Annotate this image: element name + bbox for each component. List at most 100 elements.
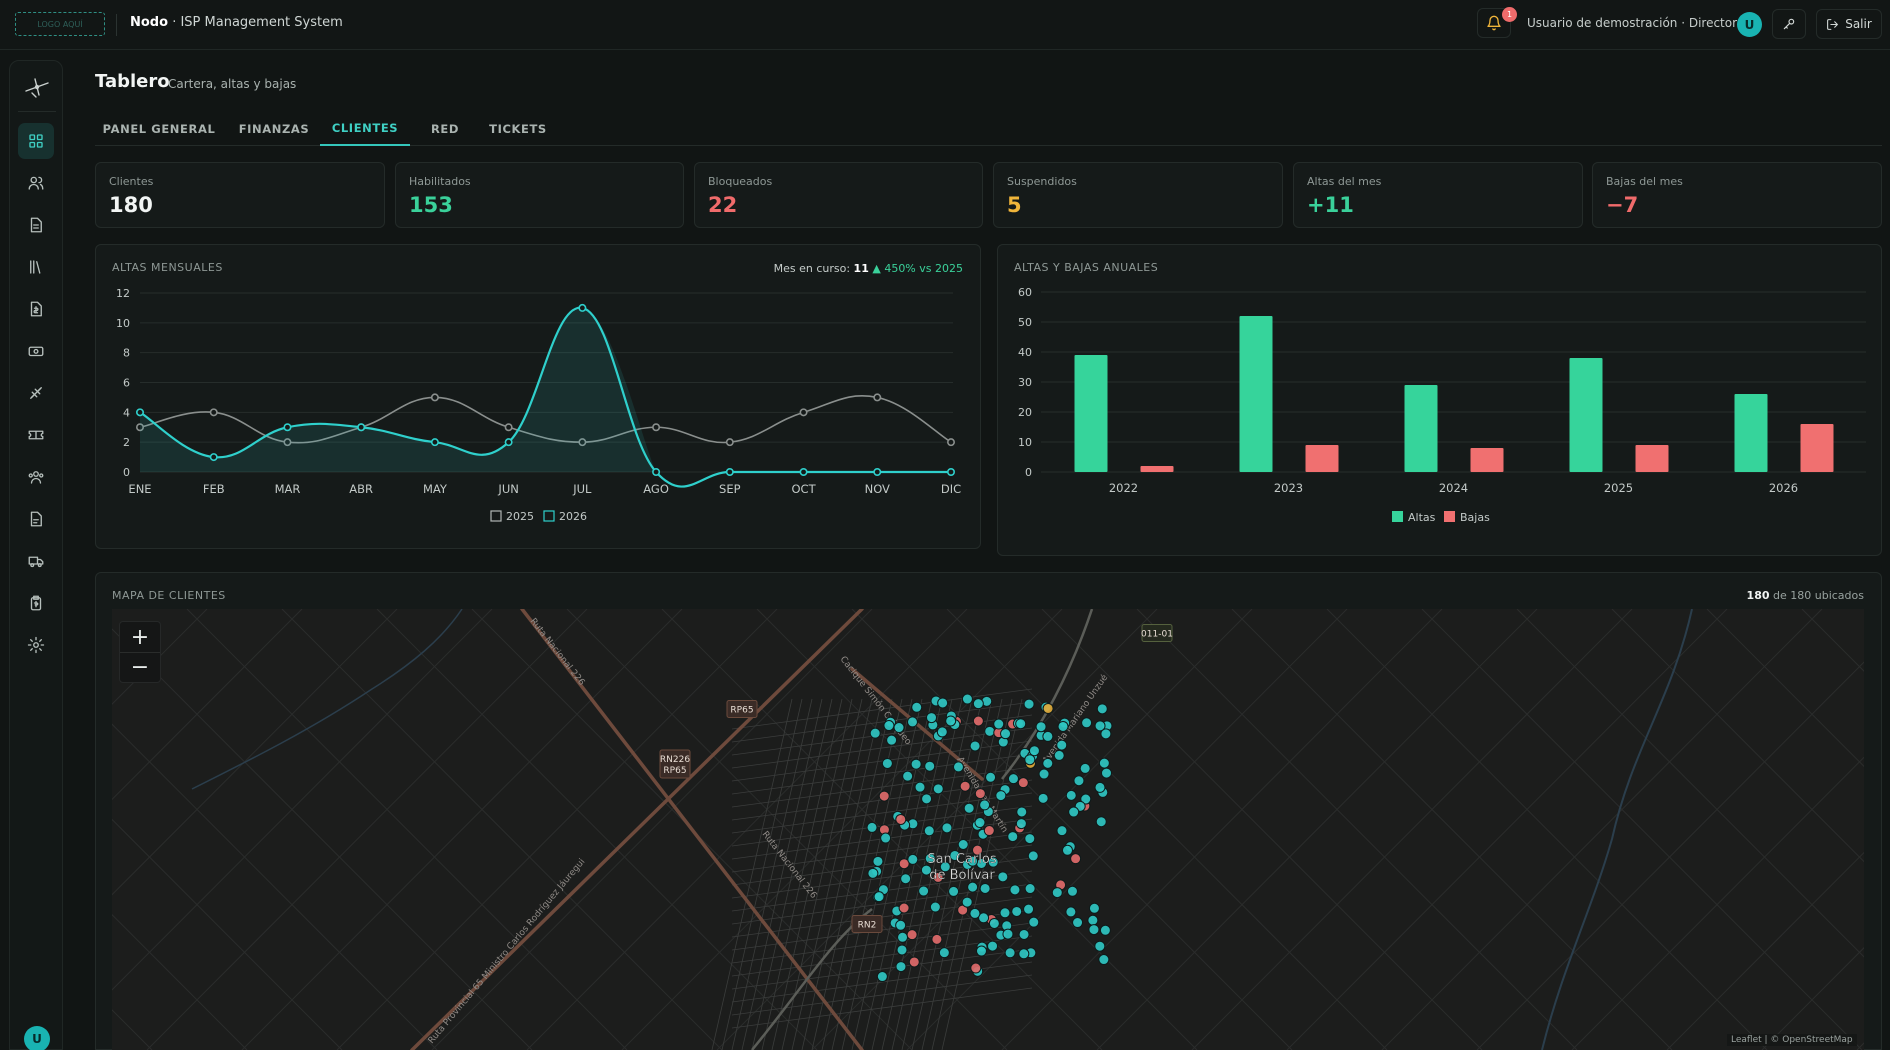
client-marker[interactable] [1007, 773, 1019, 785]
zoom-out-button[interactable]: − [120, 652, 160, 682]
client-marker[interactable] [898, 858, 910, 870]
client-marker[interactable] [869, 727, 881, 739]
client-marker[interactable] [963, 802, 975, 814]
client-marker[interactable] [907, 853, 919, 865]
client-marker[interactable] [896, 944, 908, 956]
sidebar-item-report[interactable] [18, 501, 54, 537]
client-marker[interactable] [974, 817, 986, 829]
client-marker[interactable] [984, 725, 996, 737]
tab-red[interactable]: RED [430, 122, 460, 136]
client-marker[interactable] [867, 867, 879, 879]
client-marker[interactable] [883, 720, 895, 732]
client-marker[interactable] [1023, 698, 1035, 710]
client-marker[interactable] [1023, 903, 1035, 915]
client-marker[interactable] [1057, 720, 1069, 732]
client-marker[interactable] [1009, 884, 1021, 896]
client-marker[interactable] [1087, 914, 1099, 926]
client-marker[interactable] [987, 940, 999, 952]
client-marker[interactable] [1035, 721, 1047, 733]
client-marker[interactable] [893, 722, 905, 734]
client-marker[interactable] [1002, 928, 1014, 940]
client-marker[interactable] [1080, 793, 1092, 805]
client-marker[interactable] [971, 844, 983, 856]
client-marker[interactable] [1099, 924, 1111, 936]
client-marker[interactable] [1094, 940, 1106, 952]
client-marker[interactable] [985, 771, 997, 783]
client-marker[interactable] [937, 697, 949, 709]
client-marker[interactable] [1094, 781, 1106, 793]
client-marker[interactable] [1098, 757, 1110, 769]
sidebar-item-ticket[interactable] [18, 417, 54, 453]
client-marker[interactable] [1028, 916, 1040, 928]
client-marker[interactable] [873, 891, 885, 903]
client-marker[interactable] [918, 885, 930, 897]
client-marker[interactable] [923, 825, 935, 837]
sidebar-avatar[interactable]: U [24, 1026, 50, 1050]
client-marker[interactable] [902, 770, 914, 782]
client-marker[interactable] [1098, 954, 1110, 966]
client-marker[interactable] [1065, 789, 1077, 801]
client-marker[interactable] [924, 760, 936, 772]
client-map[interactable]: Ruta Nacional 226 Ruta Nacional 226 Caciqu… [112, 609, 1864, 1050]
client-marker[interactable] [931, 933, 943, 945]
client-marker[interactable] [1073, 775, 1085, 787]
client-marker[interactable] [906, 929, 918, 941]
client-marker[interactable] [948, 885, 960, 897]
client-marker[interactable] [995, 790, 1007, 802]
change-password-button[interactable] [1772, 9, 1806, 39]
client-marker[interactable] [936, 726, 948, 738]
client-marker[interactable] [895, 813, 907, 825]
tab-clientes[interactable]: CLIENTES [320, 112, 410, 146]
tab-finanzas[interactable]: FINANZAS [238, 122, 310, 136]
tab-panel-general[interactable]: PANEL GENERAL [102, 122, 216, 136]
client-marker[interactable] [886, 734, 898, 746]
client-marker[interactable] [1100, 728, 1112, 740]
map-attribution[interactable]: Leaflet | © OpenStreetMap [1727, 1034, 1857, 1046]
client-marker[interactable] [987, 856, 999, 868]
sidebar-item-settings[interactable] [18, 627, 54, 663]
client-marker[interactable] [1070, 853, 1082, 865]
client-marker[interactable] [974, 788, 986, 800]
client-marker[interactable] [1024, 833, 1036, 845]
client-marker[interactable] [1088, 924, 1100, 936]
client-marker[interactable] [979, 882, 991, 894]
client-marker[interactable] [1018, 948, 1030, 960]
client-marker[interactable] [920, 864, 932, 876]
sidebar-item-dashboard[interactable] [18, 123, 54, 159]
client-marker[interactable] [1016, 806, 1028, 818]
client-marker[interactable] [939, 861, 951, 873]
client-marker[interactable] [967, 881, 979, 893]
client-marker[interactable] [983, 825, 995, 837]
client-marker[interactable] [1024, 883, 1036, 895]
client-marker[interactable] [900, 873, 912, 885]
client-marker[interactable] [1079, 762, 1091, 774]
client-marker[interactable] [988, 917, 1000, 929]
client-marker[interactable] [895, 919, 907, 931]
client-marker[interactable] [872, 855, 884, 867]
client-marker[interactable] [932, 783, 944, 795]
client-marker[interactable] [926, 712, 938, 724]
client-marker[interactable] [972, 698, 984, 710]
client-marker[interactable] [1038, 768, 1050, 780]
client-marker[interactable] [1056, 739, 1068, 751]
client-marker[interactable] [932, 871, 944, 883]
client-marker[interactable] [999, 907, 1011, 919]
client-marker[interactable] [910, 758, 922, 770]
sidebar-item-network[interactable] [18, 375, 54, 411]
client-marker[interactable] [1037, 792, 1049, 804]
client-marker[interactable] [970, 962, 982, 974]
client-marker[interactable] [1007, 831, 1019, 843]
client-marker[interactable] [975, 945, 987, 957]
client-marker[interactable] [979, 799, 991, 811]
notifications-button[interactable]: 1 [1477, 7, 1517, 38]
client-marker[interactable] [961, 693, 973, 705]
client-marker[interactable] [895, 961, 907, 973]
client-marker[interactable] [938, 947, 950, 959]
client-marker[interactable] [1066, 885, 1078, 897]
client-marker[interactable] [1095, 816, 1107, 828]
client-marker[interactable] [1017, 777, 1029, 789]
client-marker[interactable] [993, 718, 1005, 730]
client-marker[interactable] [1042, 757, 1054, 769]
client-marker[interactable] [1011, 905, 1023, 917]
